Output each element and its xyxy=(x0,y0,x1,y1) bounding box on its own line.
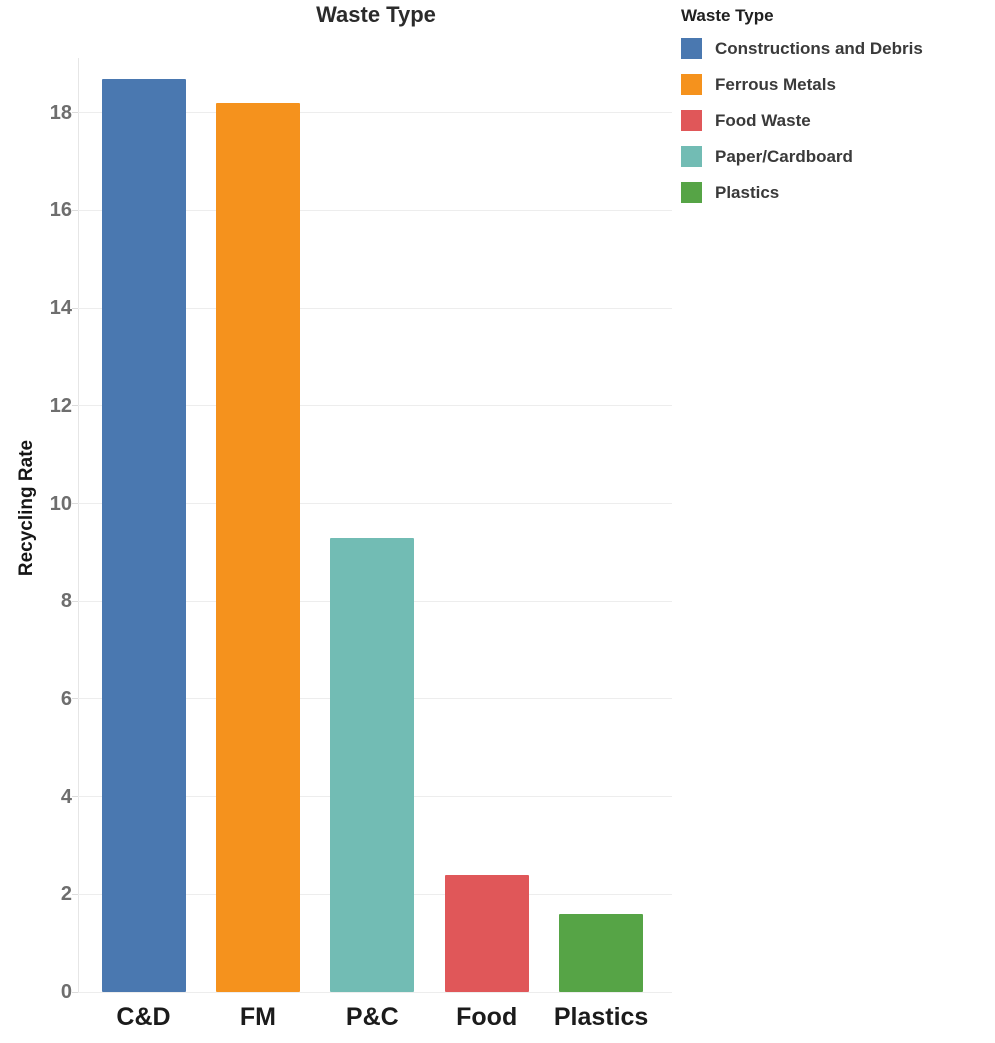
legend-label: Food Waste xyxy=(715,110,811,130)
y-tick-label-6: 6 xyxy=(60,687,72,710)
x-label-c-d: C&D xyxy=(116,1003,171,1031)
bar-c-d xyxy=(101,78,186,992)
legend-item-constructions-and-debris: Constructions and Debris xyxy=(681,38,991,59)
y-tick-mark-8 xyxy=(72,600,78,602)
legend-label: Constructions and Debris xyxy=(715,38,923,58)
chart-title: Waste Type xyxy=(316,2,436,27)
gridline-0 xyxy=(78,991,672,993)
legend-items: Constructions and Debris Ferrous Metals Fo… xyxy=(681,38,991,203)
legend-swatch-plastics xyxy=(681,182,702,203)
legend-item-plastics: Plastics xyxy=(681,182,991,203)
legend-title: Waste Type xyxy=(681,6,774,25)
legend-swatch-constructions-and-debris xyxy=(681,38,702,59)
gridline-12 xyxy=(78,405,672,407)
y-tick-mark-16 xyxy=(72,209,78,211)
legend: Waste Type Constructions and Debris Ferro… xyxy=(681,6,991,218)
y-tick-label-12: 12 xyxy=(49,394,72,417)
y-tick-mark-10 xyxy=(72,503,78,504)
y-tick-label-16: 16 xyxy=(49,199,72,222)
bar-plastics xyxy=(559,913,644,992)
y-tick-mark-4 xyxy=(72,796,78,798)
legend-label: Paper/Cardboard xyxy=(715,146,853,166)
y-tick-label-8: 8 xyxy=(60,590,72,613)
x-label-fm: FM xyxy=(239,1003,276,1031)
bar-food xyxy=(444,874,529,992)
y-tick-label-4: 4 xyxy=(60,785,72,808)
legend-item-ferrous-metals: Ferrous Metals xyxy=(681,74,991,95)
gridline-18 xyxy=(78,112,672,114)
gridline-16 xyxy=(78,209,672,211)
legend-swatch-food-waste xyxy=(681,110,702,131)
x-label-p-c: P&C xyxy=(345,1003,399,1031)
legend-swatch-ferrous-metals xyxy=(681,74,702,95)
legend-label: Ferrous Metals xyxy=(715,74,836,94)
y-tick-mark-6 xyxy=(72,698,78,700)
y-tick-mark-12 xyxy=(72,405,78,407)
y-tick-label-18: 18 xyxy=(49,101,72,124)
gridline-10 xyxy=(78,503,672,504)
bar-p-c xyxy=(330,537,415,992)
y-tick-mark-18 xyxy=(72,112,78,114)
gridline-14 xyxy=(78,307,672,309)
bar-fm xyxy=(215,102,300,992)
legend-label: Plastics xyxy=(715,182,780,202)
y-tick-label-10: 10 xyxy=(49,492,72,515)
y-tick-label-0: 0 xyxy=(60,981,72,1003)
legend-item-food-waste: Food Waste xyxy=(681,110,991,131)
legend-swatch-paper-cardboard xyxy=(681,146,702,167)
y-axis-line xyxy=(78,58,79,993)
x-label-plastics: Plastics xyxy=(553,1003,649,1031)
y-tick-label-14: 14 xyxy=(49,297,72,320)
y-tick-mark-0 xyxy=(72,991,78,993)
legend-item-paper-cardboard: Paper/Cardboard xyxy=(681,146,991,167)
y-tick-mark-14 xyxy=(72,307,78,309)
y-tick-label-2: 2 xyxy=(60,883,72,906)
x-label-food: Food xyxy=(456,1003,518,1031)
y-tick-mark-2 xyxy=(72,893,78,895)
